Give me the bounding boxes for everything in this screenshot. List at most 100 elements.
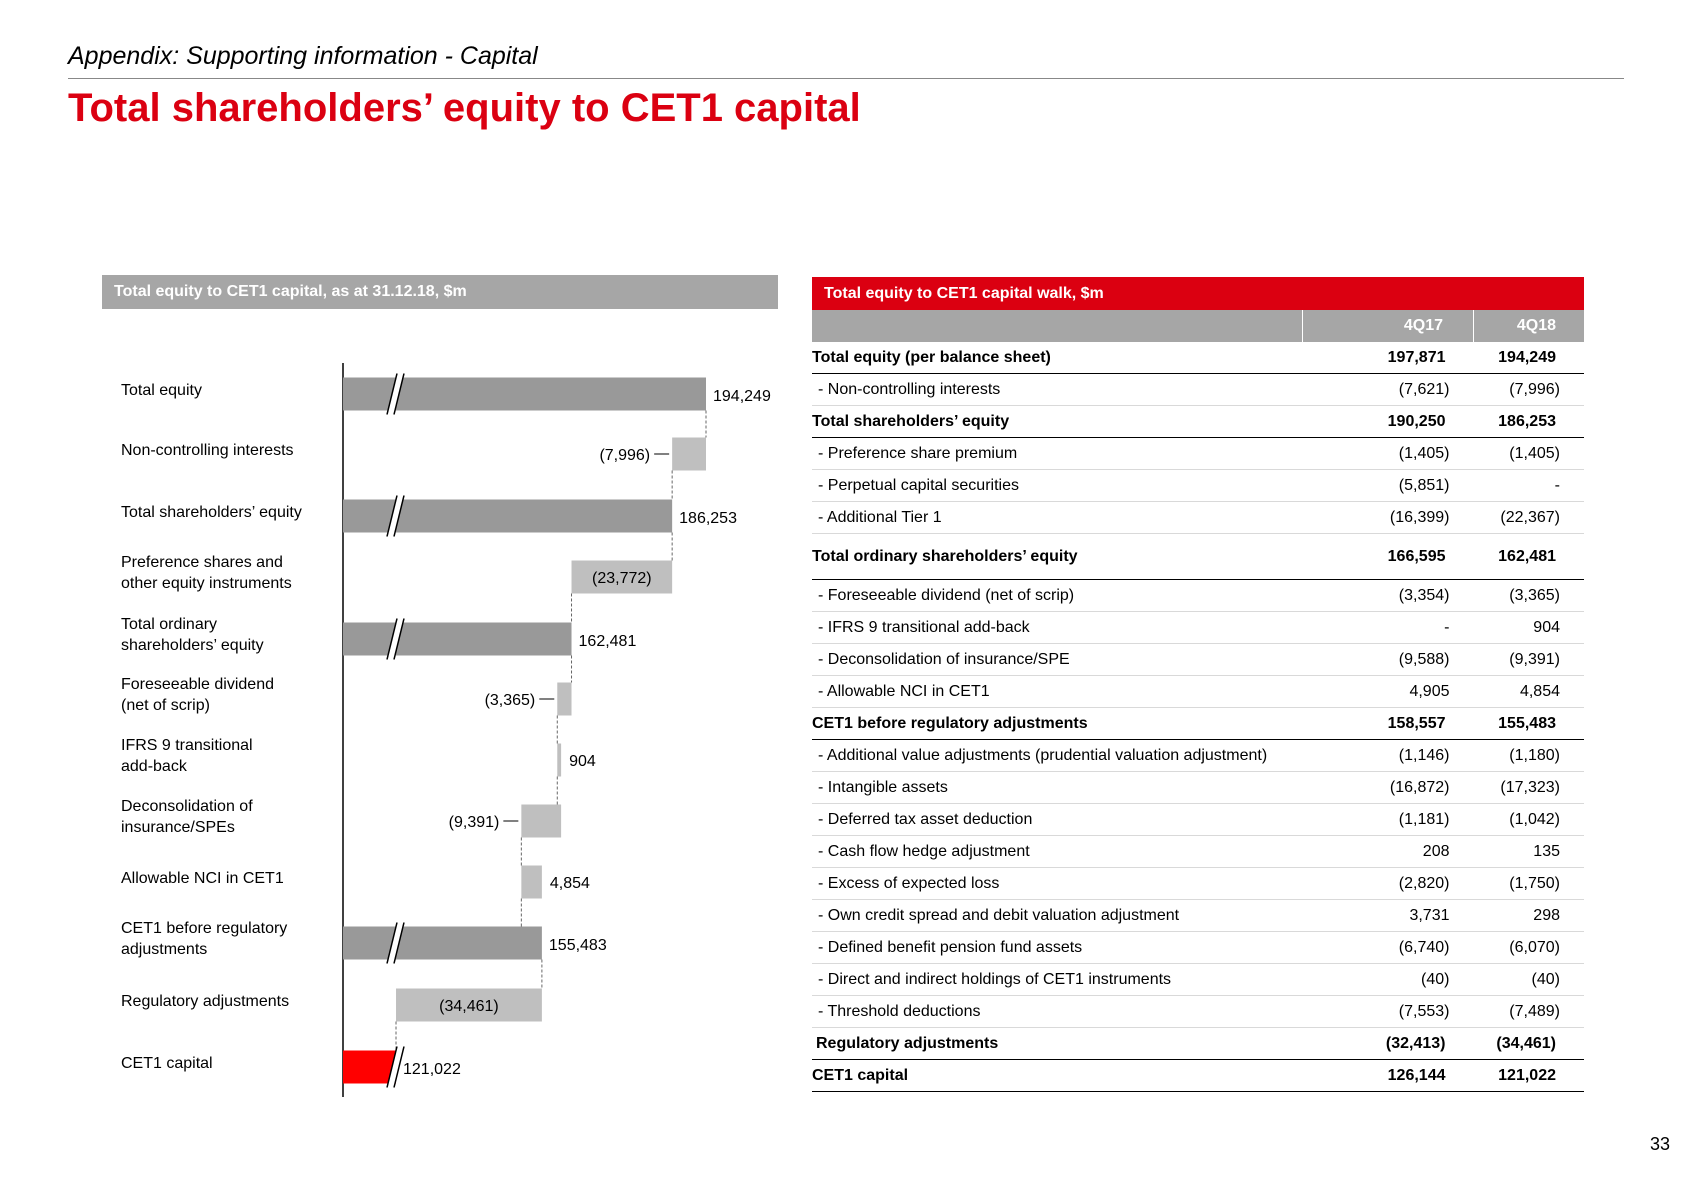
category-label: CET1 before regulatory adjustments: [121, 918, 287, 960]
row-value-4q17: 3,731: [1302, 899, 1474, 932]
row-value-4q17: (1,181): [1302, 803, 1474, 836]
bar-7: [521, 804, 562, 838]
value-label: (34,461): [439, 998, 499, 1015]
row-label: - Deconsolidation of insurance/SPE: [812, 643, 1303, 676]
row-value-4q18: (17,323): [1473, 771, 1584, 804]
axis-break-gap: [387, 373, 404, 415]
category-label: Allowable NCI in CET1: [121, 868, 284, 889]
table-title: Total equity to CET1 capital walk, $m: [812, 277, 1584, 310]
axis-break-mark: [393, 495, 405, 537]
table-row: - Intangible assets (16,872) (17,323): [812, 771, 1584, 804]
category-label-line: Foreseeable dividend: [121, 676, 274, 693]
bar-9: [343, 926, 542, 960]
row-value-4q18: (7,489): [1473, 995, 1584, 1028]
row-label: - Direct and indirect holdings of CET1 i…: [812, 963, 1303, 996]
category-label-line: shareholders’ equity: [121, 637, 264, 654]
bar-4: [343, 622, 572, 656]
bar-6: [557, 743, 562, 777]
category-label-line: adjustments: [121, 941, 208, 958]
row-label: - Allowable NCI in CET1: [812, 675, 1303, 708]
table-row: - Deferred tax asset deduction (1,181) (1,…: [812, 803, 1584, 836]
chart-title: Total equity to CET1 capital, as at 31.1…: [102, 275, 778, 309]
table-row: CET1 before regulatory adjustments 158,55…: [812, 707, 1584, 740]
row-value-4q18: 194,249: [1473, 342, 1584, 374]
category-label-line: Deconsolidation of: [121, 798, 253, 815]
table-row: - Threshold deductions (7,553) (7,489): [812, 995, 1584, 1028]
axis-break-mark: [393, 922, 405, 964]
row-value-4q17: (7,553): [1302, 995, 1474, 1028]
category-label-line: (net of scrip): [121, 697, 210, 714]
row-value-4q17: 158,557: [1302, 707, 1474, 740]
row-label: - Additional Tier 1: [812, 501, 1303, 534]
row-label: - Intangible assets: [812, 771, 1303, 804]
row-value-4q18: (1,042): [1473, 803, 1584, 836]
axis-break-mark: [386, 495, 398, 537]
table-row: - Preference share premium (1,405) (1,405): [812, 437, 1584, 470]
category-label-line: Allowable NCI in CET1: [121, 869, 284, 887]
row-label: Total ordinary shareholders’ equity: [812, 533, 1303, 580]
category-label-line: insurance/SPEs: [121, 819, 235, 836]
row-value-4q17: (2,820): [1302, 867, 1474, 900]
row-label: Total equity (per balance sheet): [812, 342, 1303, 374]
category-label-line: Total ordinary: [121, 616, 218, 633]
header-divider: [68, 78, 1624, 79]
table-row: - Additional value adjustments (prudenti…: [812, 739, 1584, 772]
row-value-4q18: (6,070): [1473, 931, 1584, 964]
page-number: 33: [1649, 1134, 1670, 1154]
table-row: - IFRS 9 transitional add-back -904: [812, 611, 1584, 644]
row-value-4q17: (16,399): [1302, 501, 1474, 534]
category-label: Foreseeable dividend (net of scrip): [121, 674, 274, 716]
row-value-4q17: 166,595: [1302, 533, 1474, 580]
row-label: CET1 capital: [812, 1059, 1303, 1092]
row-value-4q18: (1,180): [1473, 739, 1584, 772]
column-header-label: [812, 310, 1303, 342]
row-value-4q17: 4,905: [1302, 675, 1474, 708]
category-label-line: add-back: [121, 758, 187, 775]
row-value-4q18: 135: [1473, 835, 1584, 868]
row-value-4q18: 904: [1473, 611, 1584, 644]
axis-break-gap: [387, 495, 404, 537]
table-row: - Deconsolidation of insurance/SPE (9,588…: [812, 643, 1584, 676]
category-label-line: Regulatory adjustments: [121, 992, 290, 1010]
row-value-4q18: (34,461): [1473, 1027, 1584, 1060]
bar-0: [343, 377, 706, 411]
row-label: - Excess of expected loss: [812, 867, 1303, 900]
table-row: Total ordinary shareholders’ equity 166,5…: [812, 533, 1584, 580]
value-label: (3,365): [485, 692, 536, 709]
row-value-4q17: 197,871: [1302, 342, 1474, 374]
value-label: 194,249: [713, 388, 771, 405]
table-row: - Own credit spread and debit valuation …: [812, 899, 1584, 932]
table-header-row: 4Q17 4Q18: [812, 310, 1584, 342]
row-value-4q17: (3,354): [1302, 579, 1474, 612]
axis-break-mark: [393, 373, 405, 415]
value-label: 4,854: [550, 875, 590, 892]
capital-walk-table: 4Q17 4Q18 Total equity (per balance shee…: [812, 310, 1584, 1092]
category-label-line: CET1 capital: [121, 1054, 213, 1072]
table-row: CET1 capital 126,144 121,022: [812, 1059, 1584, 1092]
row-value-4q18: (1,405): [1473, 437, 1584, 470]
category-label: Preference shares and other equity instru…: [121, 552, 292, 594]
value-label: 121,022: [403, 1061, 461, 1078]
category-label: Total shareholders’ equity: [121, 502, 302, 523]
bar-3: [571, 560, 673, 594]
row-value-4q18: 155,483: [1473, 707, 1584, 740]
table-row: - Perpetual capital securities (5,851) -: [812, 469, 1584, 502]
row-value-4q17: (1,146): [1302, 739, 1474, 772]
row-label: CET1 before regulatory adjustments: [812, 707, 1303, 740]
row-value-4q18: (3,365): [1473, 579, 1584, 612]
category-label: Total ordinary shareholders’ equity: [121, 614, 264, 656]
table-row: - Defined benefit pension fund assets (6,…: [812, 931, 1584, 964]
row-label: - IFRS 9 transitional add-back: [812, 611, 1303, 644]
row-value-4q18: 298: [1473, 899, 1584, 932]
axis-break-mark: [386, 922, 398, 964]
row-label: Total shareholders’ equity: [812, 405, 1303, 438]
row-value-4q18: (22,367): [1473, 501, 1584, 534]
category-label-line: Total shareholders’ equity: [121, 503, 302, 521]
value-label: (7,996): [599, 447, 650, 464]
category-label-line: Preference shares and: [121, 554, 283, 571]
page-title: Total shareholders’ equity to CET1 capit…: [68, 86, 861, 130]
row-value-4q17: (40): [1302, 963, 1474, 996]
row-label: - Perpetual capital securities: [812, 469, 1303, 502]
category-label: Total equity: [121, 380, 202, 401]
row-value-4q17: (9,588): [1302, 643, 1474, 676]
